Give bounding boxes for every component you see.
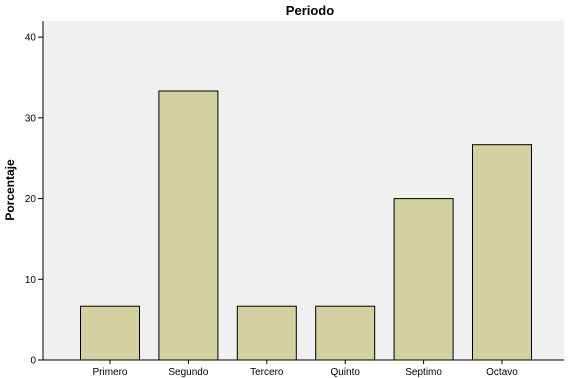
x-tick-label: Primero: [92, 367, 127, 378]
x-tick-label: Septimo: [405, 367, 442, 378]
y-ticks-group: 0 10 20 30 40: [25, 33, 43, 367]
bar-segundo: [158, 90, 219, 361]
axes-group: [42, 21, 564, 361]
x-tick-label: Segundo: [168, 367, 208, 378]
x-ticks-group: Primero Segundo Tercero Quinto Septimo Octavo: [92, 360, 518, 378]
y-tick-label: 40: [25, 33, 37, 44]
bar-tercero: [236, 305, 297, 361]
x-tick-label: Octavo: [486, 367, 518, 378]
bar-septimo: [393, 198, 454, 361]
x-tick-label: Tercero: [250, 367, 284, 378]
bars-group: [80, 90, 532, 361]
y-tick-label: 30: [25, 113, 37, 124]
bar-octavo: [472, 144, 532, 361]
bar-quinto: [315, 305, 376, 361]
y-tick-label: 20: [25, 194, 37, 205]
y-tick-label: 10: [25, 275, 37, 286]
x-tick-label: Quinto: [330, 367, 360, 378]
chart-title: Periodo: [286, 3, 334, 18]
y-axis-label: Porcentaje: [3, 159, 17, 221]
bar-primero: [80, 305, 140, 361]
y-tick-label: 0: [30, 356, 36, 367]
